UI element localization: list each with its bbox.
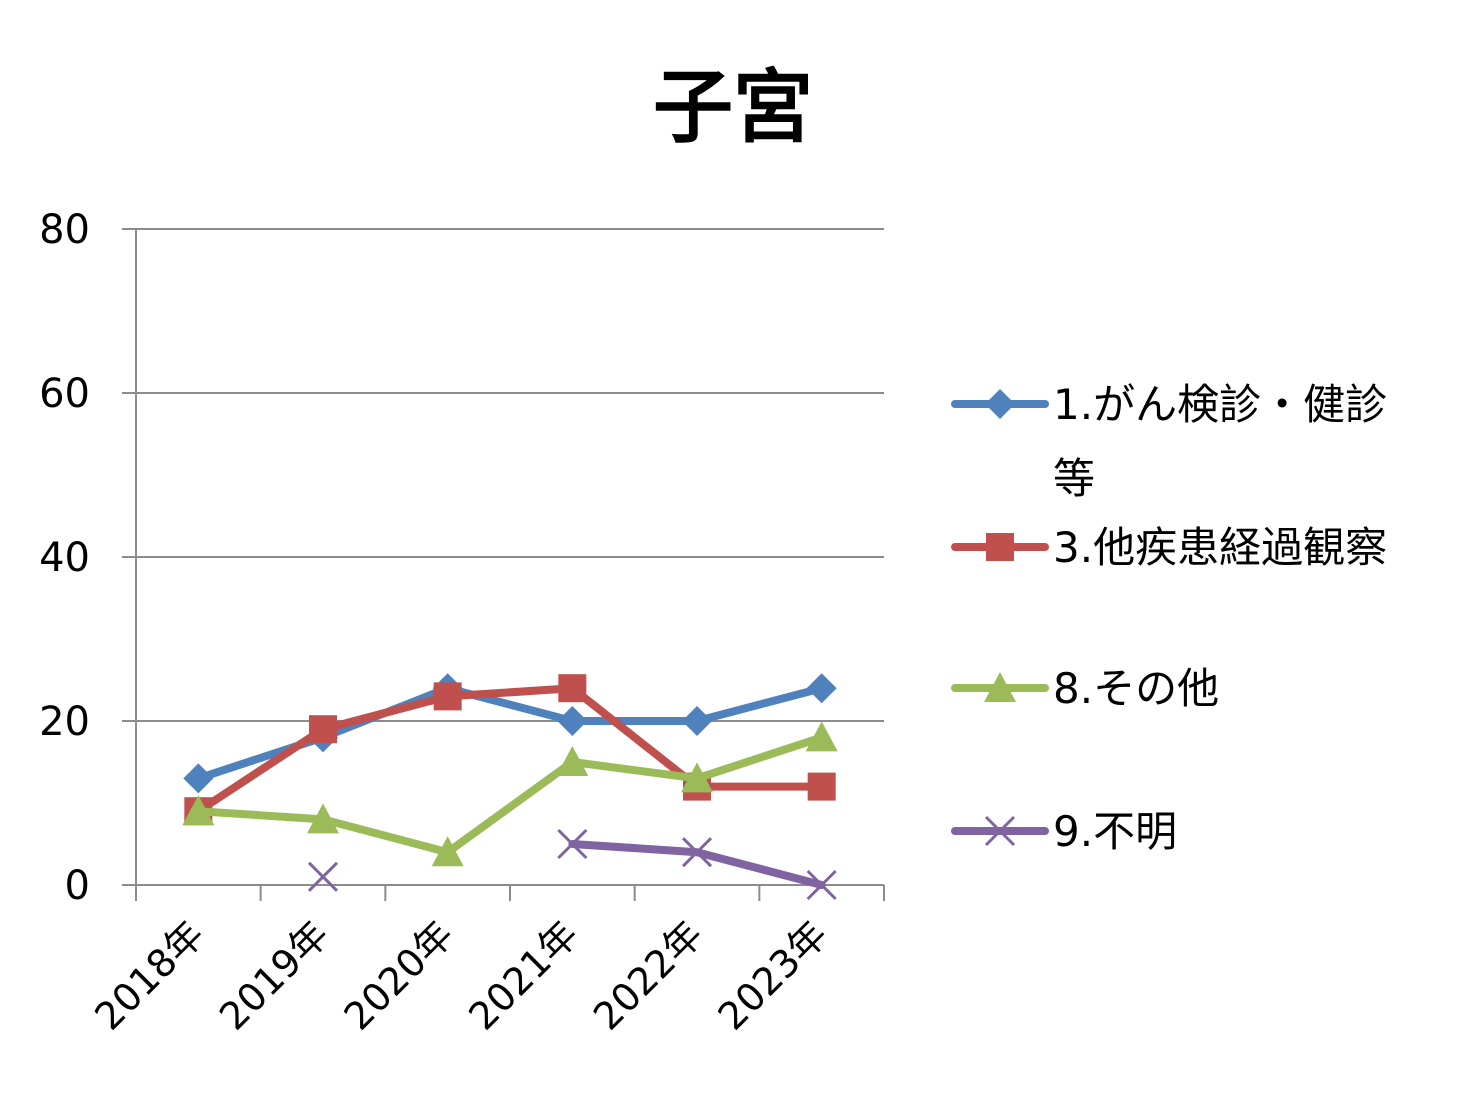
data-point bbox=[431, 836, 464, 867]
data-point bbox=[556, 746, 589, 776]
legend-item-3: 8.その他 bbox=[951, 664, 1219, 713]
y-tick-label: 20 bbox=[39, 699, 90, 745]
legend-item-2: 3.他疾患経過観察 bbox=[951, 523, 1387, 572]
y-tick-label: 0 bbox=[65, 863, 90, 909]
grid-lines bbox=[136, 228, 884, 722]
x-marker-stroke bbox=[307, 861, 339, 892]
legend-label: 1.がん検診・健診 bbox=[1053, 380, 1387, 429]
data-point bbox=[309, 715, 337, 744]
data-point bbox=[558, 674, 587, 703]
legend-item-4: 9.不明 bbox=[951, 807, 1177, 856]
legend-label: 等 bbox=[1053, 454, 1095, 503]
axes bbox=[122, 228, 885, 901]
legend: 1.がん検診・健診等 3.他疾患経過観察 8.その他 9.不明 bbox=[951, 380, 1387, 856]
data-point bbox=[682, 706, 712, 736]
legend-marker bbox=[985, 389, 1015, 419]
data-point bbox=[433, 682, 462, 711]
data-point bbox=[183, 763, 214, 794]
x-marker-stroke bbox=[557, 828, 588, 860]
legend-label: 3.他疾患経過観察 bbox=[1053, 523, 1387, 572]
x-tick-label: 2021年 bbox=[460, 912, 586, 1038]
y-tick-labels: 0 20 40 60 80 bbox=[39, 207, 90, 909]
data-point bbox=[806, 673, 837, 704]
data-point bbox=[307, 861, 339, 892]
data-point bbox=[557, 706, 588, 736]
legend-item-1: 1.がん検診・健診等 bbox=[951, 380, 1387, 503]
x-tick-label: 2019年 bbox=[211, 912, 337, 1038]
x-tick-label: 2018年 bbox=[86, 912, 212, 1038]
data-point bbox=[681, 762, 713, 793]
series-4 bbox=[307, 828, 837, 901]
data-point bbox=[307, 803, 339, 834]
legend-marker bbox=[986, 533, 1014, 561]
data-point bbox=[681, 837, 713, 868]
x-marker-stroke bbox=[984, 815, 1016, 847]
legend-label: 9.不明 bbox=[1053, 807, 1177, 856]
legend-marker bbox=[984, 672, 1016, 702]
data-point bbox=[807, 772, 836, 801]
series-group bbox=[182, 673, 838, 901]
x-tick-label: 2022年 bbox=[585, 912, 711, 1038]
data-point bbox=[805, 721, 838, 752]
series-line bbox=[194, 733, 826, 857]
y-tick-label: 80 bbox=[39, 207, 90, 253]
legend-marker bbox=[984, 815, 1016, 847]
x-marker-stroke bbox=[681, 837, 713, 868]
legend-label: 8.その他 bbox=[1053, 664, 1219, 713]
y-tick-label: 60 bbox=[39, 371, 90, 417]
data-point bbox=[182, 795, 215, 826]
series-2 bbox=[184, 674, 836, 826]
x-marker-stroke bbox=[806, 869, 837, 901]
x-tick-label: 2023年 bbox=[710, 912, 836, 1038]
series-3 bbox=[182, 721, 838, 867]
data-point bbox=[557, 828, 588, 860]
chart-title: 子宮 bbox=[653, 61, 813, 154]
y-tick-label: 40 bbox=[39, 535, 90, 581]
data-point bbox=[806, 869, 837, 901]
x-tick-label: 2020年 bbox=[336, 912, 462, 1038]
series-line bbox=[194, 684, 826, 816]
